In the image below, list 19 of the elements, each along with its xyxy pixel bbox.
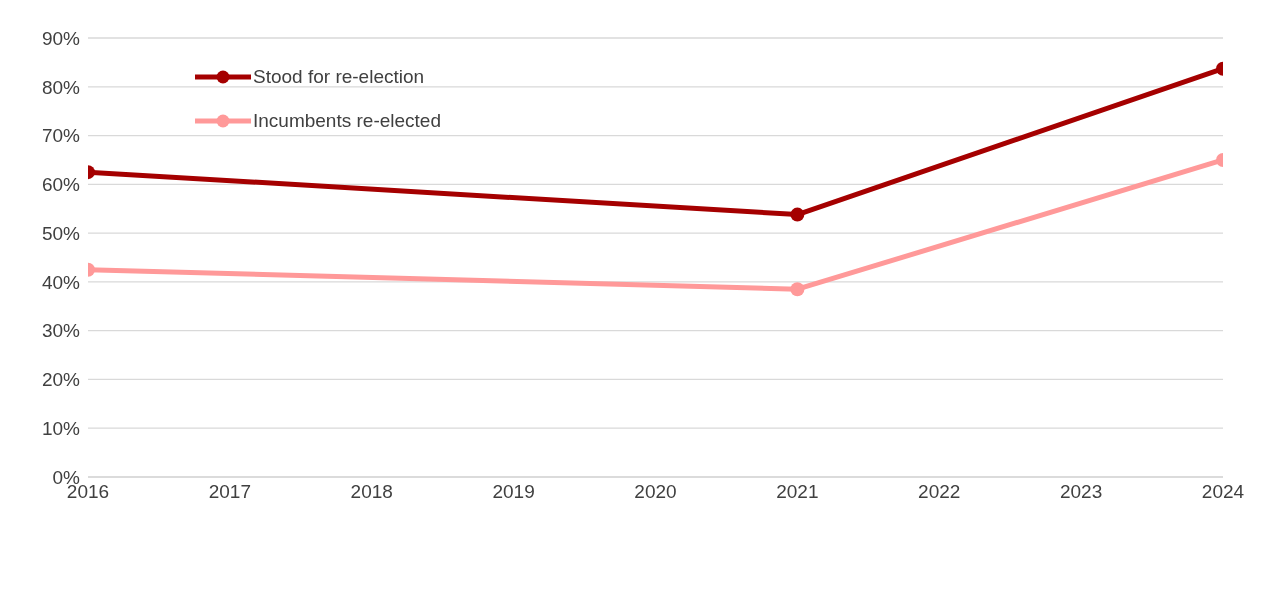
y-tick-label: 20% <box>41 369 81 391</box>
y-tick-label: 40% <box>41 271 81 293</box>
x-tick-label: 2020 <box>634 481 677 503</box>
x-tick-label: 2018 <box>350 481 393 503</box>
x-tick-label: 2023 <box>1059 481 1103 503</box>
x-tick-label: 2017 <box>208 481 252 503</box>
y-tick-label: 10% <box>41 417 81 439</box>
x-tick-label: 2022 <box>918 481 961 503</box>
y-tick-label: 70% <box>41 125 81 147</box>
legend-label: Incumbents re-elected <box>253 110 441 132</box>
y-tick-label: 80% <box>41 76 81 98</box>
y-tick-label: 30% <box>41 320 81 342</box>
x-tick-label: 2021 <box>776 481 819 503</box>
legend-label: Stood for re-election <box>253 66 425 88</box>
y-tick-label: 90% <box>41 27 81 49</box>
x-tick-label: 2019 <box>492 481 535 503</box>
y-tick-label: 60% <box>41 174 81 196</box>
x-tick-label: 2024 <box>1201 481 1245 503</box>
y-tick-label: 50% <box>41 222 81 244</box>
